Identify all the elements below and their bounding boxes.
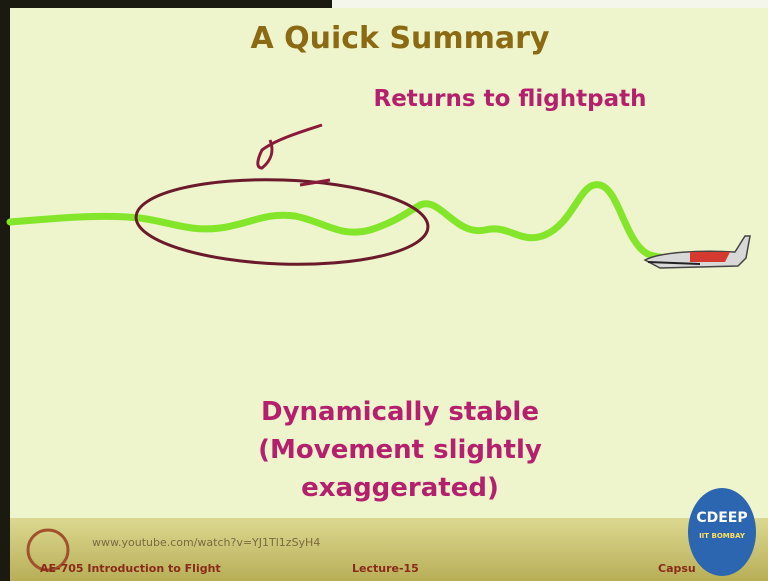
footer-lecture: Lecture-15 — [352, 562, 419, 575]
logo-name: CDEEP — [696, 510, 747, 526]
footer-course: AE-705 Introduction to Flight — [40, 562, 221, 575]
highlight-ellipse — [134, 178, 430, 266]
cdeep-logo — [688, 488, 756, 576]
annotation: Returns to flightpath — [373, 86, 646, 112]
slide-title: A Quick Summary — [250, 21, 550, 56]
caption-line: Dynamically stable — [261, 397, 539, 427]
slide-background — [10, 8, 768, 581]
top-edge-light — [332, 0, 768, 8]
caption-line: (Movement slightly — [258, 435, 542, 465]
logo-sub: IIT BOMBAY — [699, 532, 746, 540]
footer-band — [10, 518, 768, 581]
logo-emblem — [26, 528, 70, 572]
flight-path — [6, 181, 709, 262]
left-edge — [0, 0, 10, 581]
top-edge — [10, 0, 332, 8]
airplane — [643, 235, 751, 269]
footer-url: www.youtube.com/watch?v=YJ1Tl1zSyH4 — [92, 536, 320, 549]
caption-line: exaggerated) — [301, 473, 499, 503]
footer-section: Capsu — [658, 562, 696, 575]
arrow-stroke — [256, 123, 331, 187]
